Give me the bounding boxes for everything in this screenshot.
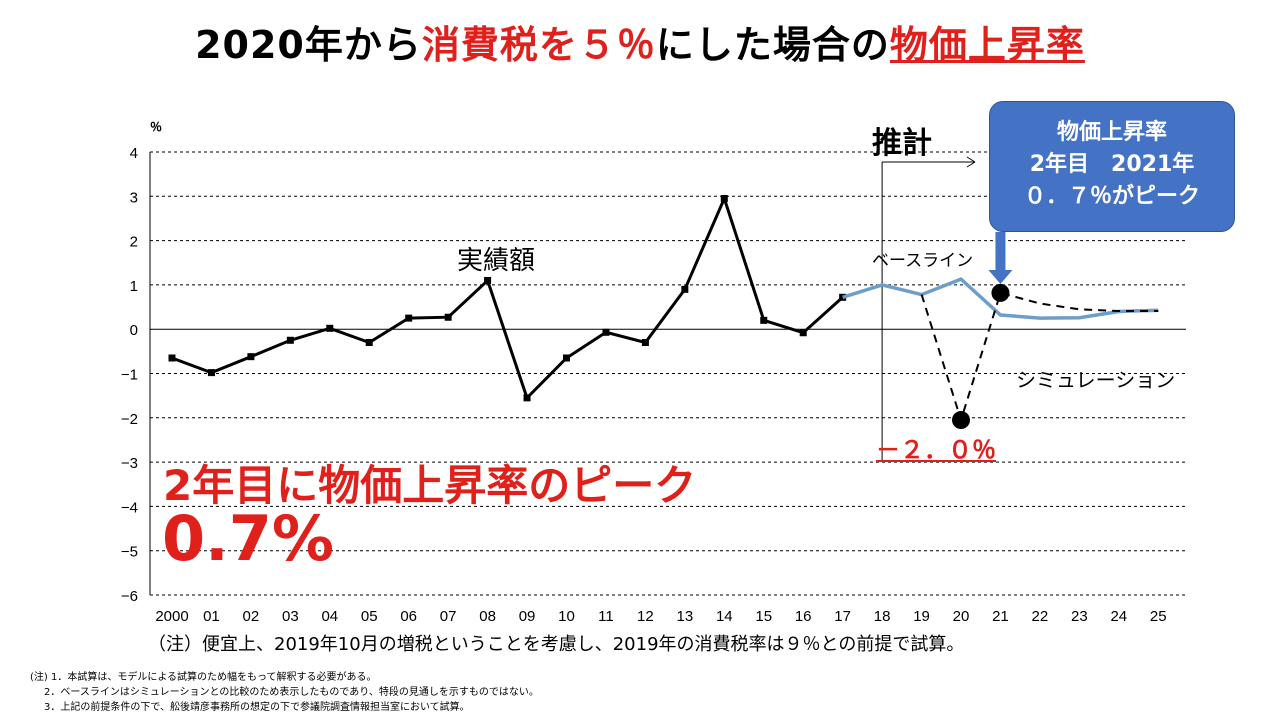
- baseline-label: ベースライン: [872, 251, 974, 271]
- y-tick-label: 1: [130, 278, 138, 295]
- x-tick-label: 21: [992, 608, 1009, 625]
- headline-line1: 2年目に物価上昇率のピーク: [163, 461, 697, 510]
- data-point-marker: [760, 316, 768, 324]
- data-point-marker: [681, 285, 689, 293]
- title-part4: 物価上昇率: [889, 23, 1085, 67]
- callout-arrow-head: [988, 270, 1013, 284]
- data-point-marker: [444, 313, 452, 321]
- x-tick-label: 11: [598, 608, 614, 625]
- y-tick-label: −6: [121, 588, 138, 605]
- y-tick-label: −5: [121, 544, 138, 561]
- x-tick-label: 08: [479, 608, 496, 625]
- y-tick-label: 3: [130, 189, 138, 206]
- data-point-marker: [563, 354, 570, 362]
- data-point-marker: [286, 336, 294, 344]
- data-point-marker: [523, 394, 531, 402]
- x-tick-label: 02: [243, 608, 260, 625]
- simulation-label: シミュレーション: [1016, 368, 1176, 392]
- estimate-arrowhead: [966, 156, 976, 168]
- x-tick-label: 18: [874, 608, 891, 625]
- callout-line1: 物価上昇率: [1056, 120, 1167, 145]
- x-tick-label: 07: [440, 608, 457, 625]
- main-note: （注）便宜上、2019年10月の増税ということを考慮し、2019年の消費税率は９…: [148, 634, 965, 655]
- series-line-1: [842, 277, 1159, 320]
- y-tick-label: 4: [130, 145, 138, 162]
- y-tick-label: −2: [121, 411, 138, 428]
- x-tick-label: 10: [558, 608, 575, 625]
- x-tick-label: 03: [282, 608, 299, 625]
- page-title: 2020年から消費税を５％にした場合の物価上昇率: [0, 14, 1280, 69]
- callout-line3: ０．７％がピーク: [1023, 184, 1200, 209]
- x-tick-label: 13: [677, 608, 694, 625]
- x-tick-label: 14: [716, 608, 733, 625]
- x-tick-label: 16: [795, 608, 812, 625]
- data-point-marker: [326, 324, 334, 332]
- peak-callout: 物価上昇率 2年目 2021年 ０．７％がピーク: [989, 101, 1235, 232]
- x-tick-label: 19: [913, 608, 930, 625]
- footnote-3: 3．上記の前提条件の下で、舩後靖彦事務所の想定の下で参議院調査情報担当室において…: [44, 702, 470, 713]
- highlight-point: [991, 283, 1010, 302]
- data-point-marker: [799, 329, 807, 337]
- x-tick-label: 05: [361, 608, 378, 625]
- data-point-marker: [602, 328, 610, 336]
- headline-line2: 0.7%: [162, 502, 334, 575]
- actual-label: 実績額: [457, 246, 536, 276]
- data-point-marker: [720, 195, 728, 203]
- data-point-marker: [168, 354, 176, 362]
- callout-arrow-shaft: [995, 232, 1006, 272]
- title-part3: にした場合の: [655, 23, 890, 67]
- y-axis-unit: ％: [150, 120, 162, 134]
- data-point-marker: [247, 353, 255, 361]
- estimate-label: 推計: [872, 126, 932, 161]
- footnote-2: 2．ベースラインはシミュレーションとの比較のため表示したものであり、特段の見通し…: [44, 687, 539, 698]
- y-tick-label: 0: [130, 322, 138, 339]
- series-line-0: [171, 194, 844, 401]
- y-tick-label: −4: [121, 499, 138, 516]
- footnote-1: (注) 1．本試算は、モデルによる試算のため幅をもって解釈する必要がある。: [30, 672, 377, 683]
- y-tick-label: −3: [121, 455, 138, 472]
- data-point-marker: [207, 369, 215, 377]
- data-point-marker: [484, 276, 492, 284]
- x-tick-label: 17: [834, 608, 851, 625]
- data-point-marker: [405, 314, 413, 322]
- x-tick-label: 06: [400, 608, 417, 625]
- x-tick-label: 2000: [155, 608, 188, 625]
- x-tick-label: 12: [637, 608, 654, 625]
- y-tick-label: −1: [121, 367, 138, 384]
- x-tick-label: 20: [953, 608, 970, 625]
- x-tick-label: 04: [321, 608, 338, 625]
- data-point-marker: [365, 338, 373, 346]
- x-tick-label: 23: [1071, 608, 1088, 625]
- highlight-point: [952, 411, 970, 430]
- data-point-marker: [641, 338, 649, 346]
- x-tick-label: 22: [1032, 608, 1049, 625]
- callout-line2: 2年目 2021年: [1029, 152, 1195, 177]
- x-tick-label: 24: [1110, 608, 1127, 625]
- trough-label: －２．０％: [876, 436, 996, 464]
- x-tick-label: 09: [519, 608, 536, 625]
- data-point-marker: [839, 293, 847, 301]
- title-part2: 消費税を５％: [421, 23, 656, 67]
- x-tick-label: 25: [1150, 608, 1167, 625]
- x-tick-label: 01: [203, 608, 220, 625]
- title-part1: 2020年から: [195, 23, 422, 67]
- x-tick-label: 15: [755, 608, 772, 625]
- y-tick-label: 2: [130, 234, 138, 251]
